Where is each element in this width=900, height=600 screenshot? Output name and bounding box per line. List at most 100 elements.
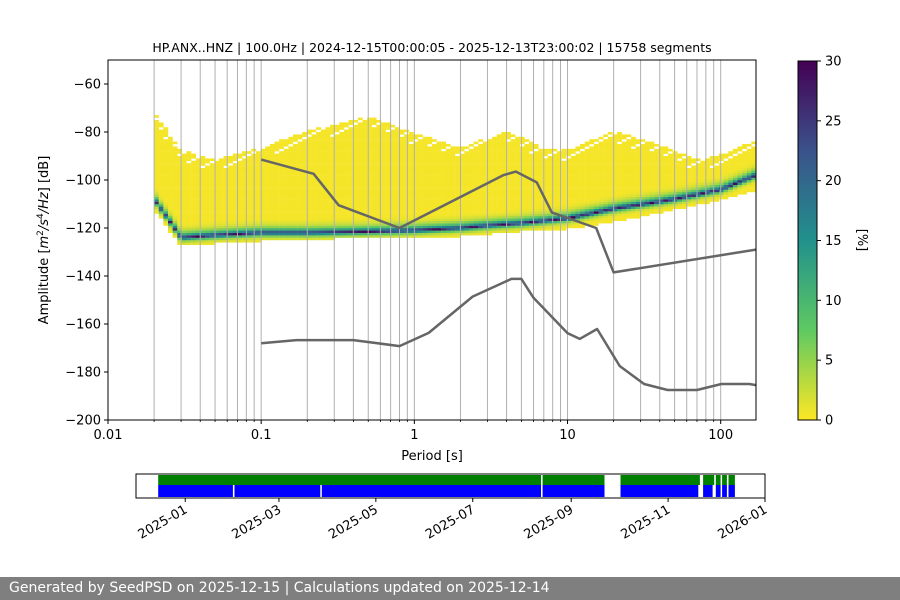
psd-cell bbox=[385, 146, 391, 149]
psd-cell bbox=[492, 213, 497, 217]
psd-cell bbox=[529, 182, 534, 185]
psd-cell bbox=[482, 189, 488, 193]
psd-cell bbox=[496, 182, 502, 185]
psd-cell bbox=[427, 187, 433, 190]
psd-cell bbox=[339, 163, 345, 166]
psd-cell bbox=[255, 187, 261, 190]
psd-cell bbox=[427, 158, 433, 161]
psd-cell bbox=[492, 172, 497, 176]
psd-cell bbox=[427, 232, 433, 236]
psd-cell bbox=[265, 194, 271, 197]
psd-cell bbox=[265, 216, 271, 219]
psd-cell bbox=[519, 139, 525, 142]
psd-cell bbox=[348, 163, 354, 166]
psd-cell bbox=[302, 223, 308, 226]
psd-cell bbox=[570, 225, 576, 229]
psd-cell bbox=[529, 201, 534, 205]
psd-cell bbox=[311, 158, 317, 161]
psd-cell bbox=[223, 156, 229, 159]
psd-cell bbox=[399, 156, 405, 159]
psd-cell bbox=[200, 160, 206, 164]
psd-cell bbox=[487, 213, 493, 217]
psd-cell bbox=[293, 225, 298, 229]
psd-cell bbox=[269, 177, 275, 181]
psd-cell bbox=[246, 175, 252, 178]
psd-cell bbox=[552, 220, 558, 224]
psd-cell bbox=[519, 211, 525, 214]
psd-cell bbox=[209, 172, 215, 176]
psd-cell bbox=[343, 153, 349, 157]
psd-cell bbox=[306, 235, 312, 238]
psd-cell bbox=[640, 206, 646, 209]
psd-cell bbox=[468, 218, 474, 221]
psd-cell bbox=[376, 172, 382, 176]
psd-cell bbox=[533, 223, 539, 226]
psd-cell bbox=[274, 216, 280, 219]
psd-cell bbox=[288, 189, 294, 193]
psd-cell bbox=[334, 216, 340, 219]
psd-cell bbox=[441, 218, 446, 221]
psd-cell bbox=[172, 177, 178, 181]
psd-cell bbox=[367, 201, 372, 205]
psd-cell bbox=[283, 223, 289, 226]
psd-cell bbox=[492, 187, 497, 190]
psd-cell bbox=[621, 184, 627, 188]
psd-cell bbox=[663, 199, 669, 202]
x-tick-label: 0.01 bbox=[94, 428, 123, 443]
psd-cell bbox=[181, 199, 187, 202]
psd-cell bbox=[255, 165, 261, 169]
psd-cell bbox=[598, 177, 604, 181]
psd-cell bbox=[593, 163, 599, 166]
psd-cell bbox=[524, 211, 530, 214]
psd-cell bbox=[543, 223, 548, 226]
psd-cell bbox=[177, 230, 183, 233]
psd-cell bbox=[742, 175, 747, 178]
footer-text: Generated by SeedPSD on 2025-12-15 | Cal… bbox=[9, 580, 550, 596]
psd-cell bbox=[519, 196, 525, 200]
psd-cell bbox=[297, 194, 303, 197]
psd-cell bbox=[362, 228, 368, 231]
psd-cell bbox=[168, 189, 173, 193]
psd-cell bbox=[418, 156, 423, 159]
psd-cell bbox=[232, 170, 238, 173]
psd-cell bbox=[580, 204, 585, 207]
psd-cell bbox=[191, 196, 196, 200]
psd-cell bbox=[223, 177, 229, 181]
psd-cell bbox=[399, 211, 405, 214]
psd-cell bbox=[515, 141, 521, 145]
psd-cell bbox=[302, 144, 308, 147]
psd-cell bbox=[668, 177, 673, 181]
psd-cell bbox=[431, 153, 437, 157]
psd-cell bbox=[218, 199, 224, 202]
psd-cell bbox=[505, 146, 511, 149]
psd-cell bbox=[431, 196, 437, 200]
psd-cell bbox=[205, 235, 210, 238]
psd-cell bbox=[339, 235, 345, 238]
psd-cell bbox=[394, 189, 400, 193]
psd-cell bbox=[177, 237, 183, 241]
psd-cell bbox=[607, 172, 613, 176]
psd-cell bbox=[700, 180, 706, 183]
psd-cell bbox=[580, 213, 585, 217]
psd-cell bbox=[742, 192, 747, 195]
psd-cell bbox=[316, 218, 321, 221]
psd-cell bbox=[626, 141, 632, 145]
psd-cell bbox=[677, 177, 683, 181]
psd-cell bbox=[269, 220, 275, 224]
psd-cell bbox=[575, 172, 581, 176]
psd-cell bbox=[237, 177, 243, 181]
psd-cell bbox=[492, 194, 497, 197]
psd-cell bbox=[482, 201, 488, 205]
psd-cell bbox=[630, 136, 636, 140]
psd-cell bbox=[556, 151, 562, 154]
psd-cell bbox=[455, 192, 460, 195]
psd-cell bbox=[200, 182, 206, 185]
psd-cell bbox=[589, 184, 595, 188]
psd-cell bbox=[330, 136, 335, 140]
psd-cell bbox=[288, 146, 294, 149]
psd-cell bbox=[524, 165, 530, 169]
psd-cell bbox=[348, 132, 354, 135]
psd-cell bbox=[200, 216, 206, 219]
psd-cell bbox=[163, 180, 169, 183]
psd-cell bbox=[482, 230, 488, 233]
